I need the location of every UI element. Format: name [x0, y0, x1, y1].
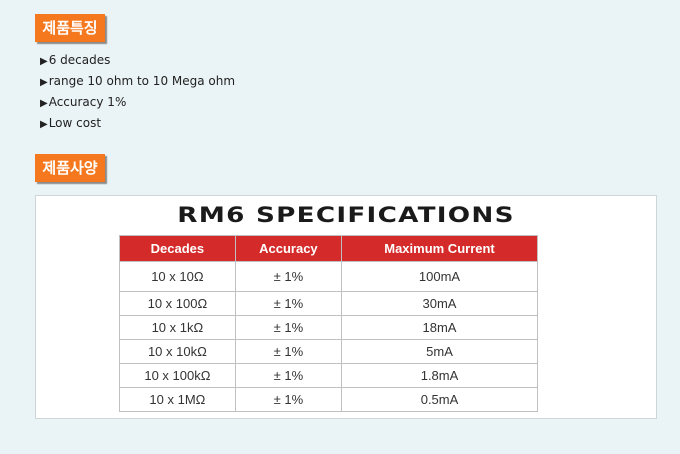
table-row: 10 x 1kΩ ± 1% 18mA — [119, 315, 538, 340]
list-item: ▶Accuracy 1% — [40, 94, 126, 112]
item-text: range 10 ohm to 10 Mega ohm — [48, 74, 236, 88]
list-item: ▶range 10 ohm to 10 Mega ohm — [40, 73, 235, 91]
table-cell: 18mA — [341, 315, 538, 340]
features-heading: 제품특징 — [35, 14, 105, 42]
table-cell: ± 1% — [234, 291, 343, 316]
list-item: ▶6 decades — [40, 52, 110, 70]
item-text: Accuracy 1% — [48, 95, 127, 109]
table-row: 10 x 10Ω ± 1% 100mA — [119, 261, 538, 292]
table-cell: ± 1% — [234, 315, 343, 340]
specs-panel: RM6 SPECIFICATIONS Decades Accuracy Maxi… — [35, 195, 657, 419]
table-cell: 30mA — [341, 291, 538, 316]
column-header: Accuracy — [234, 235, 343, 262]
table-cell: 0.5mA — [341, 387, 538, 412]
column-header: Decades — [119, 235, 236, 262]
specs-table: Decades Accuracy Maximum Current 10 x 10… — [119, 235, 538, 412]
table-cell: 5mA — [341, 339, 538, 364]
specs-title: RM6 SPECIFICATIONS — [177, 203, 515, 227]
table-row: 10 x 100kΩ ± 1% 1.8mA — [119, 363, 538, 388]
table-cell: ± 1% — [234, 339, 343, 364]
table-cell: ± 1% — [234, 387, 343, 412]
item-text: Low cost — [48, 116, 102, 130]
table-cell: 10 x 10Ω — [119, 261, 236, 292]
triangle-right-icon: ▶ — [40, 77, 48, 88]
table-row: 10 x 1MΩ ± 1% 0.5mA — [119, 387, 538, 412]
triangle-right-icon: ▶ — [40, 98, 48, 109]
table-cell: 100mA — [341, 261, 538, 292]
table-cell: 10 x 1kΩ — [119, 315, 236, 340]
triangle-right-icon: ▶ — [40, 119, 48, 130]
item-text: 6 decades — [48, 53, 111, 67]
table-cell: ± 1% — [234, 363, 343, 388]
table-cell: 10 x 100Ω — [119, 291, 236, 316]
table-row: 10 x 10kΩ ± 1% 5mA — [119, 339, 538, 364]
table-cell: 10 x 100kΩ — [119, 363, 236, 388]
table-cell: ± 1% — [234, 261, 343, 292]
table-cell: 10 x 10kΩ — [119, 339, 236, 364]
table-cell: 1.8mA — [341, 363, 538, 388]
column-header: Maximum Current — [341, 235, 538, 262]
list-item: ▶Low cost — [40, 115, 101, 133]
table-cell: 10 x 1MΩ — [119, 387, 236, 412]
specs-heading: 제품사양 — [35, 154, 105, 182]
triangle-right-icon: ▶ — [40, 56, 48, 67]
table-row: 10 x 100Ω ± 1% 30mA — [119, 291, 538, 316]
